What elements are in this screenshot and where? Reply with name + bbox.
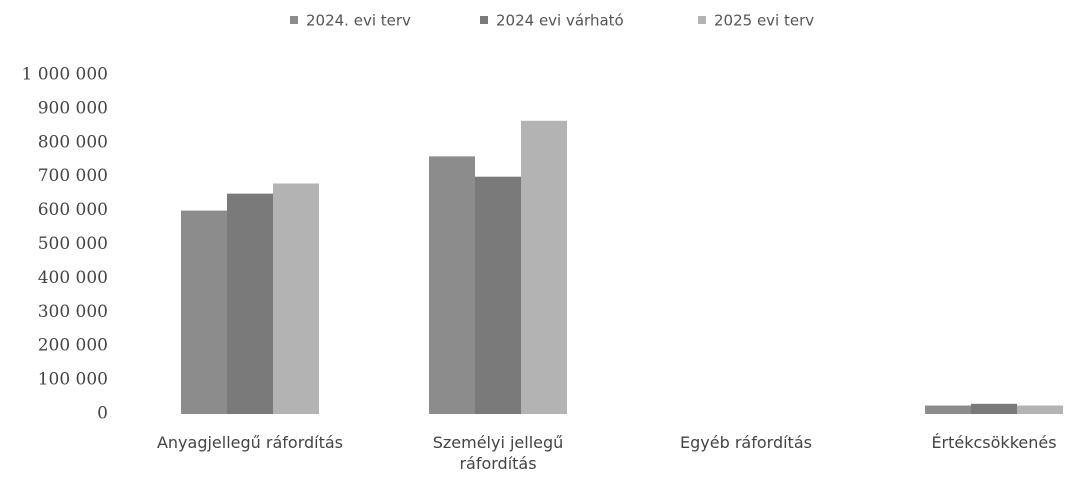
y-tick-label: 100 000 [38, 370, 108, 390]
y-tick-label: 200 000 [38, 336, 108, 356]
y-tick-label: 900 000 [38, 98, 108, 118]
bar [429, 156, 475, 415]
x-tick-label: Személyi jellegű ráfordítás [432, 433, 564, 473]
legend-label: 2024 evi várható [496, 12, 624, 30]
x-tick-label: Értékcsökkenés [931, 433, 1057, 452]
legend-swatch [698, 16, 706, 24]
legend-label: 2025 evi terv [714, 12, 814, 30]
bar [925, 405, 971, 414]
bar [273, 183, 319, 414]
x-tick-label: Anyagjellegű ráfordítás [156, 433, 344, 452]
y-tick-label: 500 000 [38, 234, 108, 254]
y-tick-label: 600 000 [38, 200, 108, 220]
legend-label: 2024. evi terv [306, 12, 411, 30]
y-tick-label: 300 000 [38, 302, 108, 322]
legend-swatch [480, 16, 488, 24]
bar [971, 403, 1017, 414]
bar [1017, 405, 1063, 414]
x-tick-label: Egyéb ráfordítás [680, 433, 812, 452]
bar [475, 176, 521, 414]
bar [181, 210, 227, 414]
bar [227, 193, 273, 414]
y-tick-label: 700 000 [38, 166, 108, 186]
y-tick-label: 400 000 [38, 268, 108, 288]
y-tick-label: 0 [97, 404, 108, 424]
bar [521, 120, 567, 414]
y-tick-label: 800 000 [38, 132, 108, 152]
legend-swatch [290, 16, 298, 24]
y-tick-label: 1 000 000 [21, 65, 108, 85]
